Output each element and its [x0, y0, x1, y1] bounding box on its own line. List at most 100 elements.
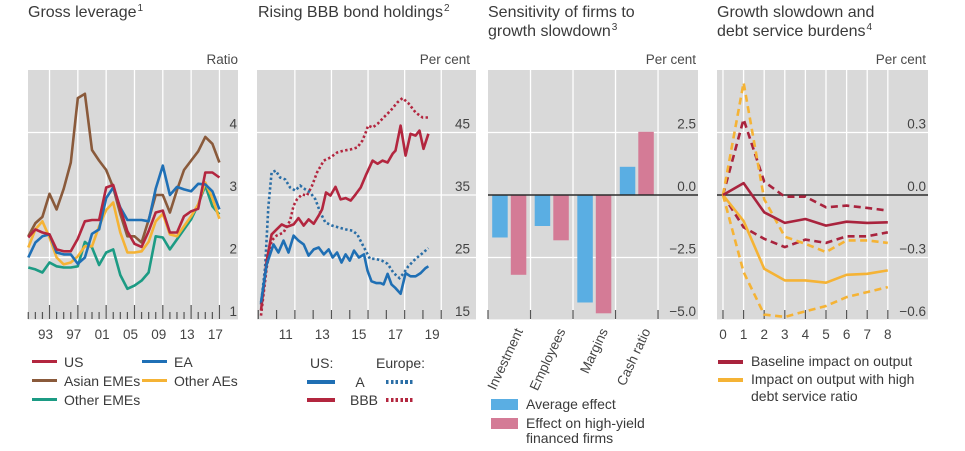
y-tick-label: 3: [229, 179, 237, 194]
legend-row-label-bbb: BBB: [349, 392, 378, 408]
title-text: Gross leverage: [28, 4, 137, 21]
y-tick-label: 1: [229, 304, 237, 319]
bar-cash-ratio-average-effect: [619, 166, 636, 196]
x-tick-label: 17: [208, 327, 223, 342]
legend-label: Effect on high-yield financed firms: [526, 415, 645, 446]
legend-label: Asian EMEs: [64, 372, 141, 389]
x-tick-label: 3: [781, 327, 789, 342]
legend-item-high-debt-service: Impact on output with high debt service …: [718, 371, 929, 405]
legend-label: Average effect: [526, 396, 616, 412]
x-tick-label: 2: [760, 327, 768, 342]
legend-swatch: [32, 378, 57, 383]
panel-4-unit-label: Per cent: [875, 52, 926, 67]
series-lower-bound-baseline-impact-on-output: [721, 194, 889, 249]
x-tick-label: 8: [884, 327, 892, 342]
bar-investment-average-effect: [492, 195, 508, 238]
legend-item-ea: EA: [142, 352, 252, 371]
series-line-baseline-impact-on-output: [722, 181, 888, 227]
legend-label: Impact on output with high debt service …: [751, 371, 915, 404]
legend-item-average-effect: Average effect: [491, 397, 676, 412]
legend-item-baseline: Baseline impact on output: [718, 353, 929, 370]
x-category-label: Investment: [484, 326, 526, 392]
series-line-asian-emes: [27, 92, 221, 244]
panel-3-unit-label: Per cent: [645, 52, 696, 67]
title-text: Rising BBB bond holdings: [258, 4, 444, 21]
legend-swatch-us-bbb: [307, 398, 335, 402]
panel-3-legend: Average effect Effect on high-yield fina…: [491, 397, 676, 450]
legend-swatch: [142, 359, 167, 364]
legend-swatch: [32, 397, 57, 402]
chart-panel-3: −5.0 −2.5 0.0 2.5 Investment Employees Margins…: [484, 70, 698, 393]
chart-panel-2: 15 25 35 45 11 13 15 17 19: [257, 70, 476, 342]
legend-label: EA: [174, 353, 193, 370]
series-line-us-a: [259, 234, 430, 303]
title-line: debt service burdens4: [717, 22, 874, 41]
legend-label: Other AEs: [174, 372, 238, 389]
bar-employees-effect-on-high-yield-financed-firms: [553, 195, 569, 241]
x-tick-label: 5: [822, 327, 830, 342]
title-line: Growth slowdown and: [717, 4, 875, 21]
bar-investment-effect-on-high-yield-financed-firms: [510, 195, 527, 275]
y-tick-label: −0.3: [899, 242, 926, 257]
y-tick-label: −0.6: [899, 304, 926, 319]
legend-swatch: [142, 378, 167, 383]
bar-cash-ratio-effect-on-high-yield-financed-firms: [638, 131, 654, 195]
y-tick-label: 45: [455, 117, 470, 132]
chart-panel-1: 1 2 3 4 93 97 01 05 09 13 17: [27, 70, 238, 342]
y-tick-label: −5.0: [669, 304, 696, 319]
bar-employees-average-effect: [534, 195, 551, 226]
title-line: Rising BBB bond holdings2: [258, 3, 450, 22]
y-tick-label: 25: [455, 242, 470, 257]
title-text: debt service burdens: [717, 23, 866, 40]
legend-row-label-a: A: [355, 374, 365, 390]
x-tick-label: 19: [425, 327, 440, 342]
panel-4-legend: Baseline impact on output Impact on outp…: [718, 353, 929, 406]
legend-swatch: [32, 359, 57, 364]
series-line-us: [27, 171, 221, 253]
panel-2-title: Rising BBB bond holdings2: [258, 3, 450, 22]
series-lower-bound-impact-on-output-with-high-debt-service-ratio: [721, 194, 889, 319]
x-tick-label: 97: [66, 327, 81, 342]
legend-swatch-us-a: [307, 380, 335, 384]
legend-item-other-aes: Other AEs: [142, 371, 252, 390]
series-line-europe-bbb: [259, 96, 429, 316]
title-line: Sensitivity of firms to: [488, 4, 635, 21]
y-tick-label: 0.3: [907, 117, 926, 132]
x-tick-label: 6: [843, 327, 851, 342]
y-tick-label: 35: [455, 179, 470, 194]
legend-swatch: [491, 418, 518, 429]
x-category-label: Margins: [577, 326, 611, 376]
x-tick-label: 0: [719, 327, 727, 342]
panel-3-title: Sensitivity of firms to growth slowdown3: [488, 3, 635, 41]
x-tick-label: 4: [802, 327, 810, 342]
x-tick-label: 09: [151, 327, 166, 342]
panel-2-unit-label: Per cent: [419, 52, 470, 67]
panel-4-title: Growth slowdown and debt service burdens…: [717, 3, 874, 41]
series-line-ea: [27, 164, 221, 266]
panel-1-legend: US EA Asian EMEs Other AEs Other EMEs: [32, 352, 252, 409]
legend-item-other-emes: Other EMEs: [32, 390, 142, 409]
y-tick-label: 4: [229, 117, 237, 132]
y-tick-label: 0.0: [677, 179, 696, 194]
x-tick-label: 15: [351, 327, 366, 342]
legend-label: Baseline impact on output: [751, 353, 913, 369]
x-tick-label: 17: [388, 327, 403, 342]
title-line: Gross leverage1: [28, 3, 143, 22]
x-category-label: Cash ratio: [614, 326, 654, 388]
bar-margins-average-effect: [577, 195, 593, 303]
legend-item-asian-emes: Asian EMEs: [32, 371, 142, 390]
x-tick-label: 01: [95, 327, 110, 342]
x-tick-label: 7: [863, 327, 871, 342]
panel-1-title: Gross leverage1: [28, 3, 143, 22]
legend-swatch-europe-bbb: [386, 398, 413, 402]
y-tick-label: 15: [455, 304, 470, 319]
x-tick-label: 1: [740, 327, 748, 342]
legend-swatch: [718, 360, 743, 364]
title-text: growth slowdown: [488, 23, 611, 40]
series-line-impact-on-output-with-high-debt-service-ratio: [721, 194, 889, 284]
x-tick-label: 05: [123, 327, 138, 342]
legend-item-high-yield-effect: Effect on high-yield financed firms: [491, 416, 676, 446]
footnote-marker: 3: [611, 22, 618, 33]
y-tick-label: 2.5: [677, 117, 696, 132]
